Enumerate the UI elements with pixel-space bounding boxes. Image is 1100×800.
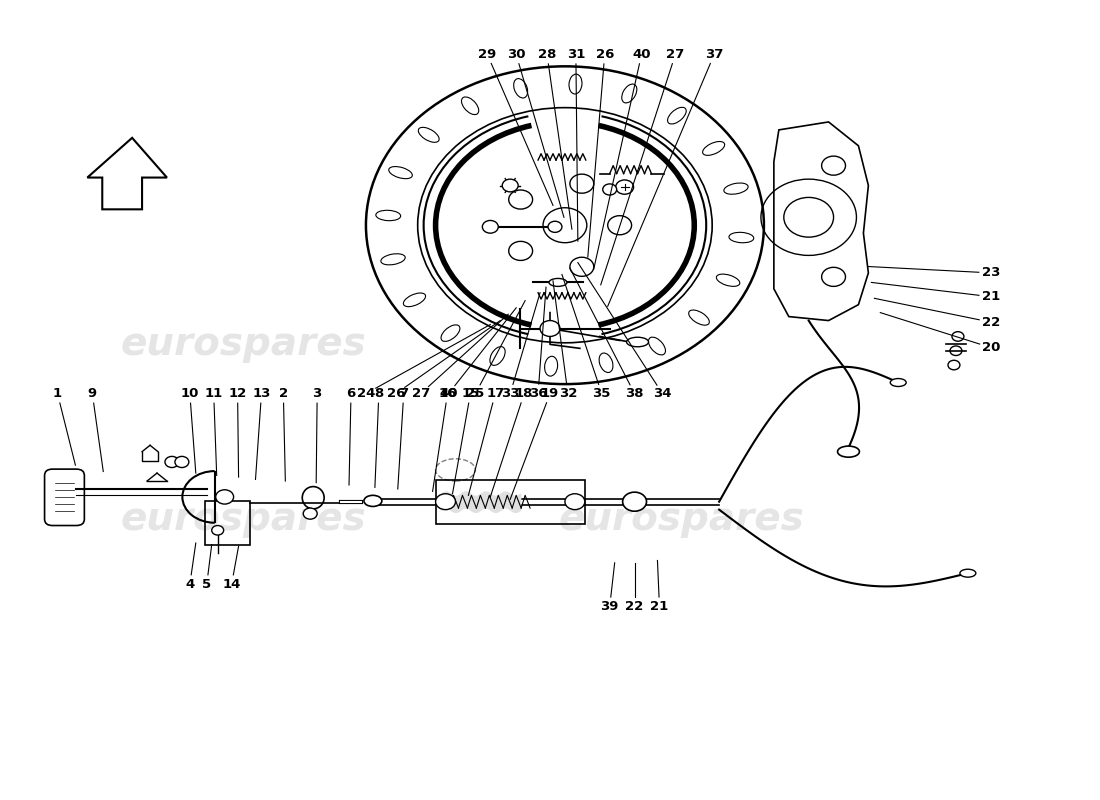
Text: 6: 6	[346, 387, 355, 400]
Text: 18: 18	[515, 387, 534, 400]
Text: 40: 40	[632, 48, 651, 61]
Text: 34: 34	[653, 387, 672, 400]
Text: 23: 23	[981, 266, 1000, 279]
Ellipse shape	[837, 446, 859, 458]
Text: 12: 12	[229, 387, 246, 400]
Text: 35: 35	[593, 387, 611, 400]
Ellipse shape	[890, 378, 906, 386]
Text: 27: 27	[667, 48, 684, 61]
Circle shape	[948, 360, 960, 370]
Text: 11: 11	[205, 387, 223, 400]
Ellipse shape	[627, 338, 649, 346]
Text: 33: 33	[500, 387, 519, 400]
Circle shape	[616, 180, 634, 194]
Circle shape	[603, 184, 617, 195]
Text: 26: 26	[595, 48, 614, 61]
Text: 21: 21	[650, 600, 669, 613]
Text: 20: 20	[981, 341, 1000, 354]
Text: 32: 32	[559, 387, 578, 400]
Text: 28: 28	[538, 48, 557, 61]
Text: 30: 30	[507, 48, 526, 61]
Text: 5: 5	[202, 578, 211, 591]
Text: 9: 9	[88, 387, 97, 400]
Circle shape	[623, 492, 647, 511]
Text: 15: 15	[461, 387, 480, 400]
Circle shape	[952, 332, 964, 342]
Text: 37: 37	[705, 48, 724, 61]
Text: 22: 22	[981, 316, 1000, 329]
Text: 26: 26	[386, 387, 405, 400]
Circle shape	[482, 221, 498, 233]
Text: 1: 1	[53, 387, 62, 400]
Circle shape	[216, 490, 233, 504]
Circle shape	[950, 346, 961, 355]
Text: 29: 29	[478, 48, 496, 61]
Text: 8: 8	[374, 387, 384, 400]
Text: eurospares: eurospares	[559, 500, 804, 538]
Circle shape	[175, 457, 189, 467]
Text: 3: 3	[312, 387, 322, 400]
Text: eurospares: eurospares	[121, 500, 366, 538]
Text: 10: 10	[180, 387, 199, 400]
Text: 4: 4	[185, 578, 195, 591]
Circle shape	[503, 179, 518, 192]
Ellipse shape	[549, 278, 566, 286]
Text: 25: 25	[466, 387, 484, 400]
Text: 22: 22	[626, 600, 644, 613]
Text: 19: 19	[541, 387, 559, 400]
Text: 13: 13	[252, 387, 271, 400]
Text: 7: 7	[399, 387, 408, 400]
Text: 31: 31	[566, 48, 585, 61]
Ellipse shape	[364, 495, 382, 506]
Text: eurospares: eurospares	[121, 326, 366, 363]
Text: 24: 24	[356, 387, 375, 400]
Circle shape	[540, 321, 560, 337]
Circle shape	[548, 222, 562, 232]
Text: 36: 36	[529, 387, 548, 400]
Text: 17: 17	[486, 387, 505, 400]
Text: 16: 16	[438, 387, 456, 400]
Text: 27: 27	[411, 387, 430, 400]
Text: 38: 38	[625, 387, 644, 400]
Circle shape	[436, 494, 455, 510]
Circle shape	[565, 494, 585, 510]
Circle shape	[211, 526, 223, 535]
Text: 21: 21	[981, 290, 1000, 303]
Circle shape	[165, 457, 179, 467]
Text: 40: 40	[439, 387, 458, 400]
Text: 39: 39	[601, 600, 619, 613]
Text: 14: 14	[222, 578, 241, 591]
Ellipse shape	[960, 570, 976, 577]
Circle shape	[304, 508, 317, 519]
Text: 2: 2	[278, 387, 288, 400]
